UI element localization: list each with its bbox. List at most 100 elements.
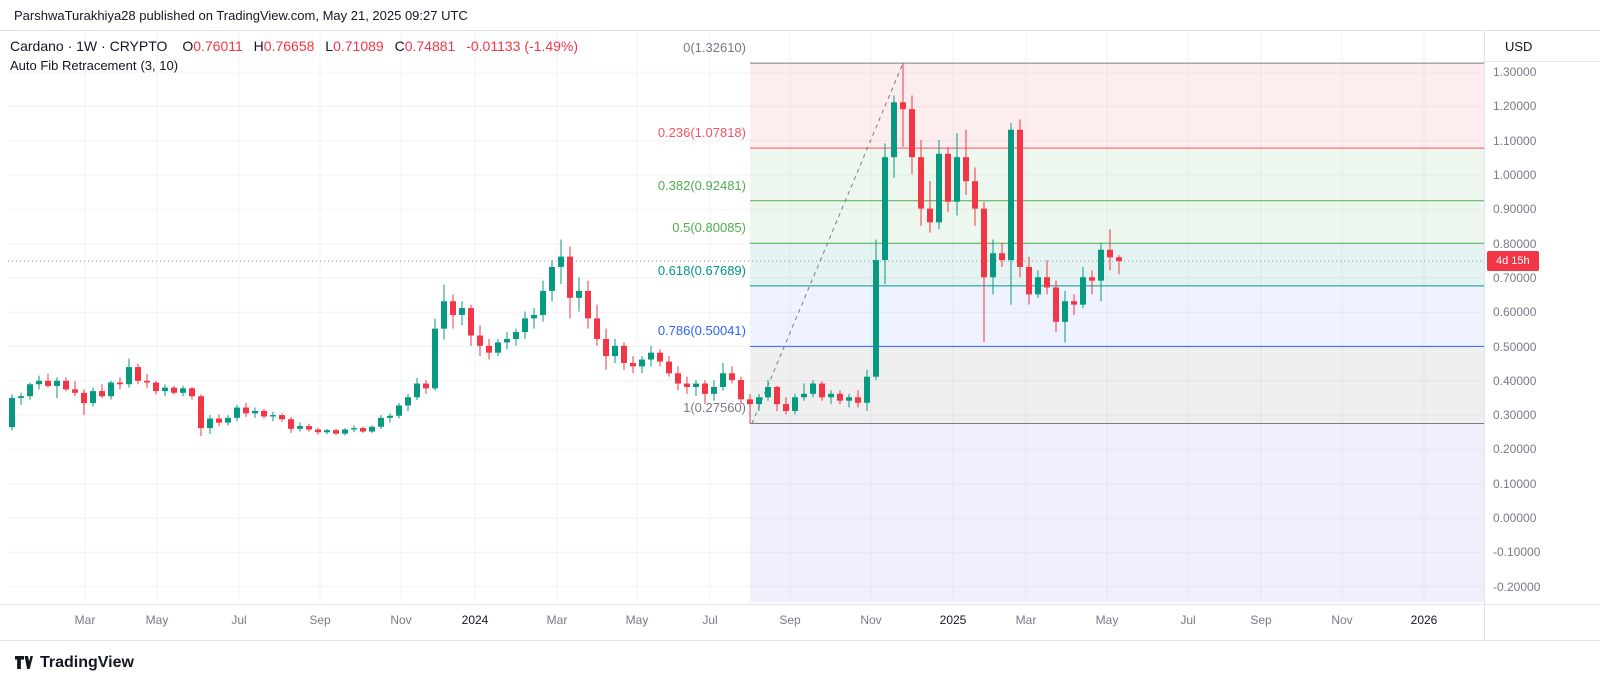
candle bbox=[810, 383, 816, 394]
low-value: 0.71089 bbox=[333, 38, 384, 54]
candle bbox=[648, 352, 654, 360]
candle bbox=[1017, 129, 1023, 267]
candle bbox=[693, 383, 699, 387]
candle bbox=[909, 109, 915, 158]
open-value: 0.76011 bbox=[193, 38, 243, 54]
symbol-title[interactable]: Cardano · 1W · CRYPTO bbox=[10, 38, 168, 54]
candle bbox=[315, 429, 321, 433]
candle bbox=[504, 338, 510, 343]
time-axis-month-label: Jul bbox=[702, 613, 718, 627]
candle bbox=[1008, 129, 1014, 261]
price-axis-label: 0.10000 bbox=[1493, 476, 1537, 491]
time-axis-month-label: Mar bbox=[74, 613, 96, 627]
currency-toggle[interactable]: USD bbox=[1485, 31, 1600, 62]
tradingview-logo-icon[interactable] bbox=[14, 653, 33, 672]
candle bbox=[630, 362, 636, 367]
candle bbox=[198, 396, 204, 429]
candle bbox=[684, 383, 690, 387]
candle bbox=[72, 389, 78, 393]
candle bbox=[279, 415, 285, 420]
candle bbox=[666, 361, 672, 374]
fib-level-label: 0.786(0.50041) bbox=[657, 323, 746, 339]
close-label: C bbox=[394, 38, 405, 54]
candle bbox=[1053, 287, 1059, 322]
candle bbox=[333, 430, 339, 434]
candle bbox=[306, 426, 312, 430]
candle bbox=[882, 157, 888, 261]
candlestick-chart bbox=[8, 32, 1484, 603]
candle bbox=[81, 392, 87, 404]
candle bbox=[243, 407, 249, 414]
candle bbox=[477, 335, 483, 346]
fib-level-label: 0.236(1.07818) bbox=[657, 125, 746, 141]
candle bbox=[261, 410, 267, 417]
countdown-badge: 4d 15h bbox=[1487, 251, 1539, 272]
candle bbox=[828, 393, 834, 398]
footer-bar: TradingView bbox=[0, 640, 1600, 684]
change-value: -0.01133 (-1.49%) bbox=[466, 38, 579, 54]
candle bbox=[486, 345, 492, 353]
candle bbox=[729, 373, 735, 381]
candle bbox=[936, 153, 942, 223]
candle bbox=[216, 418, 222, 423]
brand-name[interactable]: TradingView bbox=[40, 653, 134, 671]
candle bbox=[63, 380, 69, 390]
candle bbox=[1080, 277, 1086, 305]
price-axis-label: 0.90000 bbox=[1493, 202, 1537, 217]
candle bbox=[342, 429, 348, 434]
candle bbox=[387, 415, 393, 418]
price-axis[interactable]: USD 1.30000 1.20000 1.10000 1.00000 0.90000 0… bbox=[1484, 31, 1600, 640]
time-axis[interactable]: Mar May Jul Sep Nov 2024 Mar May Jul Sep Nov 2025 Ma… bbox=[0, 604, 1600, 640]
candle bbox=[1116, 257, 1122, 262]
candle bbox=[513, 332, 519, 339]
time-axis-month-label: Sep bbox=[309, 613, 331, 627]
candle bbox=[837, 393, 843, 401]
candle bbox=[585, 290, 591, 319]
candle bbox=[540, 290, 546, 315]
fib-level-label: 0.382(0.92481) bbox=[657, 177, 746, 193]
candle bbox=[531, 314, 537, 319]
time-axis-month-label: Mar bbox=[546, 613, 568, 627]
candle bbox=[783, 404, 789, 411]
indicator-legend-row: Auto Fib Retracement (3, 10) bbox=[10, 56, 578, 75]
time-axis-year-label: 2024 bbox=[461, 613, 489, 627]
price-axis-label: 1.30000 bbox=[1493, 65, 1537, 80]
candle bbox=[612, 345, 618, 357]
candle bbox=[360, 428, 366, 432]
time-axis-month-label: Mar bbox=[1015, 613, 1037, 627]
publish-text: ParshwaTurakhiya28 published on TradingV… bbox=[14, 7, 468, 23]
price-axis-label: 0.60000 bbox=[1493, 305, 1537, 320]
countdown-text: 4d 15h bbox=[1496, 255, 1530, 268]
candle bbox=[288, 419, 294, 429]
candle bbox=[324, 430, 330, 433]
time-axis-month-label: Jul bbox=[1180, 613, 1196, 627]
candle bbox=[657, 352, 663, 362]
price-axis-label: 1.10000 bbox=[1493, 133, 1537, 148]
candle bbox=[1089, 277, 1095, 281]
candle bbox=[873, 260, 879, 377]
candle bbox=[495, 342, 501, 353]
chart-legend: Cardano · 1W · CRYPTO O0.76011 H0.76658 … bbox=[10, 37, 578, 75]
candle bbox=[774, 386, 780, 405]
price-axis-label: -0.10000 bbox=[1493, 545, 1541, 560]
candle bbox=[891, 102, 897, 158]
low-label: L bbox=[325, 38, 334, 54]
candle bbox=[711, 386, 717, 394]
candle bbox=[189, 388, 195, 397]
candle bbox=[900, 102, 906, 110]
candle bbox=[9, 397, 15, 428]
candle bbox=[954, 157, 960, 202]
candle bbox=[999, 253, 1005, 261]
candle bbox=[1107, 249, 1113, 258]
fib-level-label: 0.5(0.80085) bbox=[672, 220, 746, 236]
chart-canvas[interactable]: Cardano · 1W · CRYPTO O0.76011 H0.76658 … bbox=[0, 31, 1484, 604]
time-axis-month-label: Jul bbox=[231, 613, 247, 627]
candle bbox=[207, 418, 213, 429]
candle bbox=[126, 367, 132, 385]
candle bbox=[459, 308, 465, 315]
close-value: 0.74881 bbox=[404, 38, 456, 54]
indicator-title[interactable]: Auto Fib Retracement bbox=[10, 58, 137, 73]
candle bbox=[738, 380, 744, 400]
high-value: 0.76658 bbox=[263, 38, 315, 54]
candle bbox=[171, 387, 177, 393]
